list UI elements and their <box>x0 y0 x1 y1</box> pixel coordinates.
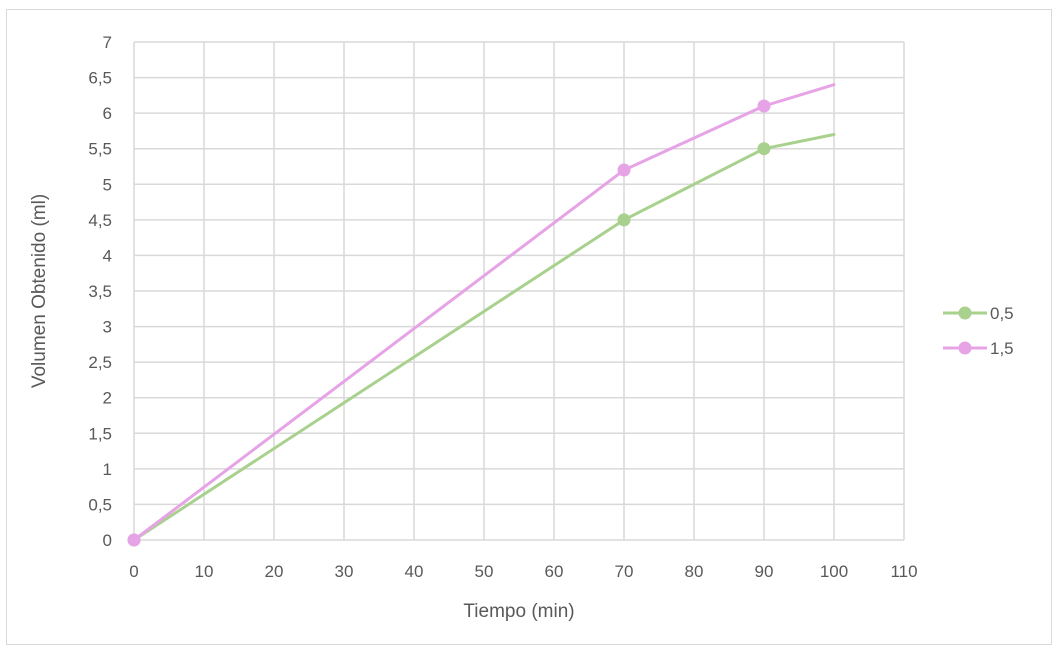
y-tick-label: 6,5 <box>88 69 112 88</box>
series-layer <box>127 83 836 547</box>
y-tick-label: 0,5 <box>88 495 112 514</box>
data-point-marker <box>127 533 141 547</box>
y-axis-tick-labels: 0 0,5 1 1,5 2 2,5 3 3,5 4 4,5 5 5,5 6 6,5 7 <box>88 33 112 550</box>
data-point-marker <box>757 142 771 156</box>
legend: 0,5 1,5 <box>943 304 1014 358</box>
y-axis-title: Volumen Obtenido (ml) <box>29 194 50 388</box>
y-tick-label: 7 <box>103 33 112 52</box>
series-line-1 <box>132 83 836 542</box>
y-tick-label: 6 <box>103 104 112 123</box>
x-tick-label: 0 <box>129 562 138 581</box>
x-tick-label: 30 <box>335 562 354 581</box>
y-tick-label: 5,5 <box>88 140 112 159</box>
legend-label: 1,5 <box>990 339 1014 358</box>
y-tick-label: 2 <box>103 389 112 408</box>
x-tick-label: 20 <box>265 562 284 581</box>
x-tick-label: 110 <box>890 562 917 581</box>
data-point-marker <box>617 163 631 177</box>
y-tick-label: 5 <box>103 175 112 194</box>
x-tick-label: 80 <box>685 562 704 581</box>
x-tick-label: 50 <box>475 562 494 581</box>
x-tick-label: 10 <box>195 562 214 581</box>
x-tick-label: 60 <box>545 562 564 581</box>
x-tick-label: 40 <box>405 562 424 581</box>
y-tick-label: 4 <box>103 246 112 265</box>
series-line-0 <box>132 133 836 542</box>
y-tick-label: 3,5 <box>88 282 112 301</box>
legend-label: 0,5 <box>990 304 1014 323</box>
legend-swatch-marker <box>958 341 972 355</box>
y-tick-label: 2,5 <box>88 353 112 372</box>
y-tick-label: 3 <box>103 318 112 337</box>
grid-lines <box>133 41 905 541</box>
y-tick-label: 0 <box>103 531 112 550</box>
y-tick-label: 1 <box>103 460 112 479</box>
legend-item: 0,5 <box>943 304 1014 323</box>
legend-swatch-marker <box>958 306 972 320</box>
x-tick-label: 90 <box>755 562 774 581</box>
x-axis-title: Tiempo (min) <box>463 601 574 622</box>
data-point-marker <box>617 213 631 227</box>
y-tick-label: 1,5 <box>88 424 112 443</box>
x-axis-tick-labels: 0 10 20 30 40 50 60 70 80 90 100 110 <box>129 562 917 581</box>
legend-item: 1,5 <box>943 339 1014 358</box>
x-tick-label: 70 <box>615 562 634 581</box>
x-tick-label: 100 <box>820 562 848 581</box>
data-point-marker <box>757 99 771 113</box>
y-tick-label: 4,5 <box>88 211 112 230</box>
